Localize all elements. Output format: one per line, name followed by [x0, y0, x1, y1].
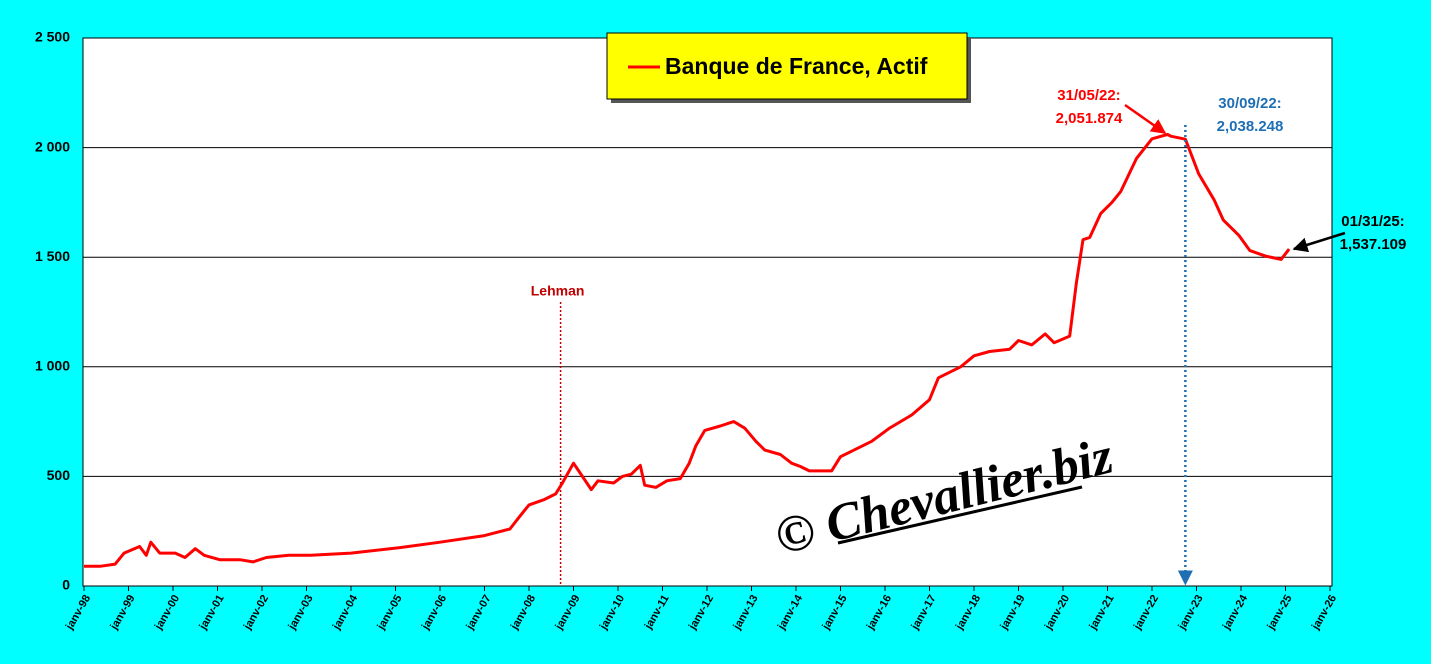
annotation-arrow	[1124, 103, 1167, 135]
x-tick-label: janv-09	[553, 593, 583, 633]
y-tick-label: 500	[47, 467, 71, 483]
x-tick-label: janv-98	[63, 593, 93, 633]
legend	[606, 32, 968, 100]
x-tick-label: janv-03	[286, 593, 316, 633]
x-tick-label: janv-26	[1309, 593, 1339, 633]
x-tick-label: janv-11	[642, 593, 672, 632]
y-tick-label: 1 000	[35, 358, 70, 374]
x-tick-label: janv-10	[597, 593, 627, 633]
annotation-value: 1,537.109	[1340, 236, 1407, 253]
y-tick-label: 2 000	[35, 138, 70, 154]
x-tick-label: janv-19	[998, 593, 1028, 633]
x-tick-label: janv-24	[1220, 592, 1250, 632]
x-tick-label: janv-23	[1176, 593, 1206, 633]
x-tick-label: janv-17	[909, 593, 939, 633]
x-tick-label: janv-99	[108, 593, 138, 633]
y-tick-label: 2 500	[35, 29, 70, 45]
event-label: Lehman	[531, 283, 585, 299]
x-tick-label: janv-04	[330, 592, 360, 632]
x-tick-label: janv-18	[953, 593, 983, 633]
x-tick-label: janv-01	[197, 593, 227, 633]
annotation-date: 30/09/22:	[1218, 95, 1281, 112]
x-tick-label: janv-05	[375, 593, 405, 633]
x-tick-label: janv-22	[1131, 593, 1161, 633]
y-tick-label: 1 500	[35, 248, 70, 264]
legend-label: Banque de France, Actif	[665, 53, 928, 79]
y-tick-label: 0	[62, 577, 70, 593]
annotation-date: 31/05/22:	[1057, 87, 1120, 104]
annotation-value: 2,051.874	[1056, 110, 1123, 127]
x-tick-label: janv-25	[1265, 593, 1295, 633]
x-tick-label: janv-00	[152, 593, 182, 633]
x-tick-label: janv-13	[731, 593, 761, 633]
data-line	[84, 132, 1291, 568]
x-tick-label: janv-08	[508, 593, 538, 633]
x-tick-label: janv-12	[686, 593, 716, 633]
x-tick-label: janv-14	[775, 592, 805, 632]
watermark-underline	[837, 485, 1083, 545]
x-tick-label: janv-15	[820, 593, 850, 633]
x-tick-label: janv-21	[1087, 593, 1117, 633]
annotation-date: 01/31/25:	[1341, 213, 1404, 230]
annotation-arrow	[1292, 231, 1346, 253]
x-tick-label: janv-20	[1042, 593, 1072, 633]
plot-area	[82, 37, 1333, 587]
x-tick-label: janv-16	[864, 593, 894, 633]
x-tick-label: janv-06	[419, 593, 449, 633]
x-tick-label: janv-07	[464, 593, 494, 633]
annotation-value: 2,038.248	[1217, 118, 1284, 135]
x-tick-label: janv-02	[241, 593, 271, 633]
